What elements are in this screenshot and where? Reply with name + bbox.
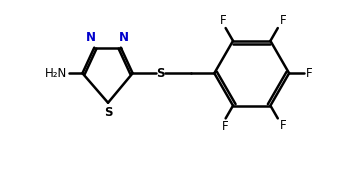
Text: F: F	[221, 14, 227, 27]
Text: F: F	[222, 120, 229, 133]
Text: N: N	[119, 31, 129, 44]
Text: H₂N: H₂N	[44, 67, 67, 80]
Text: S: S	[104, 106, 112, 119]
Text: N: N	[86, 31, 96, 44]
Text: F: F	[280, 14, 287, 27]
Text: F: F	[280, 119, 287, 132]
Text: S: S	[156, 67, 164, 80]
Text: F: F	[306, 67, 312, 80]
